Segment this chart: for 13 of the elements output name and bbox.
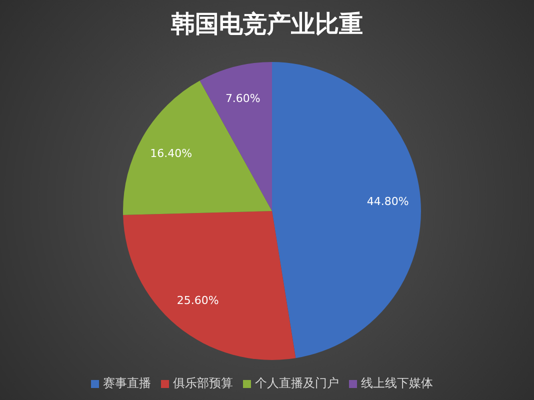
data-label: 7.60% — [225, 92, 260, 105]
pie-slice — [123, 80, 272, 215]
data-label: 16.40% — [150, 146, 192, 160]
pie-slice — [123, 211, 296, 360]
pie-slice — [272, 62, 421, 358]
chart-title: 韩国电竞产业比重 — [170, 9, 364, 40]
legend-label: 赛事直播 — [103, 376, 151, 390]
legend-label: 个人直播及门户 — [255, 376, 339, 390]
data-label: 44.80% — [366, 195, 409, 208]
legend-label: 线上线下媒体 — [361, 376, 433, 390]
pie-slice — [200, 62, 272, 211]
legend-label: 俱乐部预算 — [173, 376, 233, 390]
data-label: 25.60% — [176, 294, 219, 307]
